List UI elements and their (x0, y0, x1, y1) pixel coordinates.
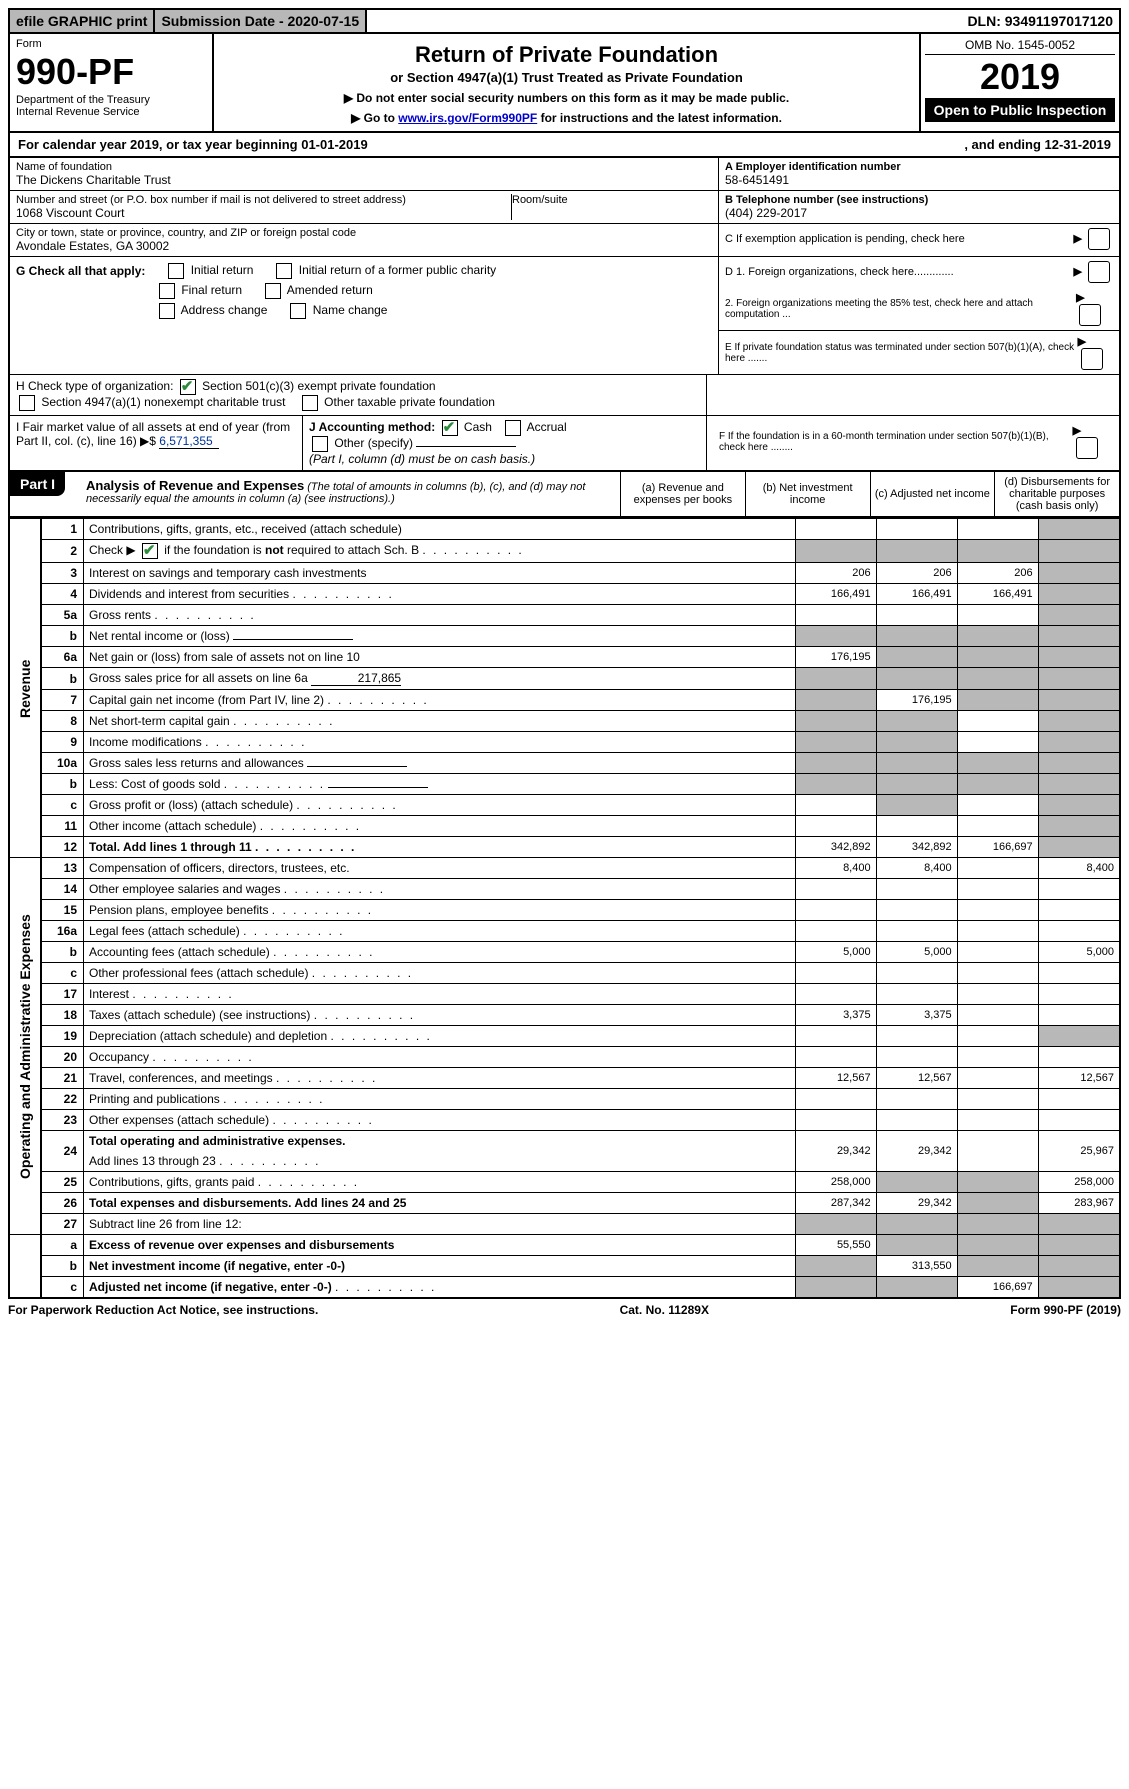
g-name-change[interactable] (290, 303, 306, 319)
d2-label: 2. Foreign organizations meeting the 85%… (725, 298, 1076, 320)
d1-checkbox[interactable] (1088, 261, 1110, 283)
form-footer: Form 990-PF (2019) (1010, 1303, 1121, 1317)
dln: DLN: 93491197017120 (961, 10, 1119, 32)
top-bar: efile GRAPHIC print Submission Date - 20… (8, 8, 1121, 34)
h-501c3[interactable] (180, 379, 196, 395)
irs-link[interactable]: www.irs.gov/Form990PF (398, 111, 537, 125)
j-cash[interactable] (442, 420, 458, 436)
g-amended[interactable] (265, 283, 281, 299)
revenue-side-label: Revenue (9, 519, 41, 858)
h-section: H Check type of organization: Section 50… (10, 375, 706, 415)
g-address-change[interactable] (159, 303, 175, 319)
note-ssn: ▶ Do not enter social security numbers o… (220, 91, 913, 105)
fmv-value: 6,571,355 (159, 434, 219, 449)
col-c-header: (c) Adjusted net income (870, 472, 995, 516)
phone: (404) 229-2017 (725, 206, 1113, 220)
g-initial-former[interactable] (276, 263, 292, 279)
part1-badge: Part I (10, 472, 65, 496)
e-checkbox[interactable] (1081, 348, 1103, 370)
h-other-taxable[interactable] (302, 395, 318, 411)
g-final-return[interactable] (159, 283, 175, 299)
city-label: City or town, state or province, country… (16, 227, 712, 239)
col-b-header: (b) Net investment income (745, 472, 870, 516)
irs: Internal Revenue Service (16, 106, 206, 118)
h-4947[interactable] (19, 395, 35, 411)
j-other[interactable] (312, 436, 328, 452)
ein: 58-6451491 (725, 173, 1113, 187)
g-initial-return[interactable] (168, 263, 184, 279)
part1-header: Part I Analysis of Revenue and Expenses … (8, 472, 1121, 518)
street-label: Number and street (or P.O. box number if… (16, 194, 511, 206)
form-header: Form 990-PF Department of the Treasury I… (8, 34, 1121, 133)
f-label: F If the foundation is in a 60-month ter… (719, 431, 1073, 453)
e-label: E If private foundation status was termi… (725, 342, 1078, 364)
open-public: Open to Public Inspection (925, 98, 1115, 122)
city: Avondale Estates, GA 30002 (16, 239, 712, 253)
j-accrual[interactable] (505, 420, 521, 436)
cat-no: Cat. No. 11289X (620, 1303, 709, 1317)
i-section: I Fair market value of all assets at end… (10, 416, 303, 470)
col-d-header: (d) Disbursements for charitable purpose… (994, 472, 1119, 516)
c-label: C If exemption application is pending, c… (725, 233, 965, 245)
schB-checkbox[interactable] (142, 543, 158, 559)
phone-label: B Telephone number (see instructions) (725, 194, 1113, 206)
note-link: ▶ Go to www.irs.gov/Form990PF for instru… (220, 111, 913, 125)
g-section: G Check all that apply: Initial return I… (10, 257, 718, 374)
line6b-value: 217,865 (311, 671, 401, 686)
identification-block: Name of foundation The Dickens Charitabl… (8, 158, 1121, 472)
form-subtitle: or Section 4947(a)(1) Trust Treated as P… (220, 70, 913, 85)
paperwork-notice: For Paperwork Reduction Act Notice, see … (8, 1303, 318, 1317)
foundation-name: The Dickens Charitable Trust (16, 173, 712, 187)
d1-label: D 1. Foreign organizations, check here..… (725, 266, 954, 278)
omb-number: OMB No. 1545-0052 (925, 38, 1115, 55)
col-a-header: (a) Revenue and expenses per books (620, 472, 745, 516)
submission-date: Submission Date - 2020-07-15 (155, 10, 367, 32)
form-word: Form (16, 38, 206, 50)
f-checkbox[interactable] (1076, 437, 1098, 459)
efile-label: efile GRAPHIC print (10, 10, 155, 32)
street: 1068 Viscount Court (16, 206, 511, 220)
part1-table: Revenue 1Contributions, gifts, grants, e… (8, 518, 1121, 1299)
calendar-year-row: For calendar year 2019, or tax year begi… (8, 133, 1121, 158)
name-label: Name of foundation (16, 161, 712, 173)
dept: Department of the Treasury (16, 94, 206, 106)
form-number: 990-PF (16, 54, 206, 90)
c-checkbox[interactable] (1088, 228, 1110, 250)
room-label: Room/suite (512, 194, 712, 206)
d2-checkbox[interactable] (1079, 304, 1101, 326)
tax-year: 2019 (925, 55, 1115, 98)
j-section: J Accounting method: Cash Accrual Other … (303, 416, 707, 470)
form-title: Return of Private Foundation (220, 42, 913, 68)
expenses-side-label: Operating and Administrative Expenses (9, 858, 41, 1235)
ein-label: A Employer identification number (725, 161, 1113, 173)
page-footer: For Paperwork Reduction Act Notice, see … (8, 1299, 1121, 1317)
